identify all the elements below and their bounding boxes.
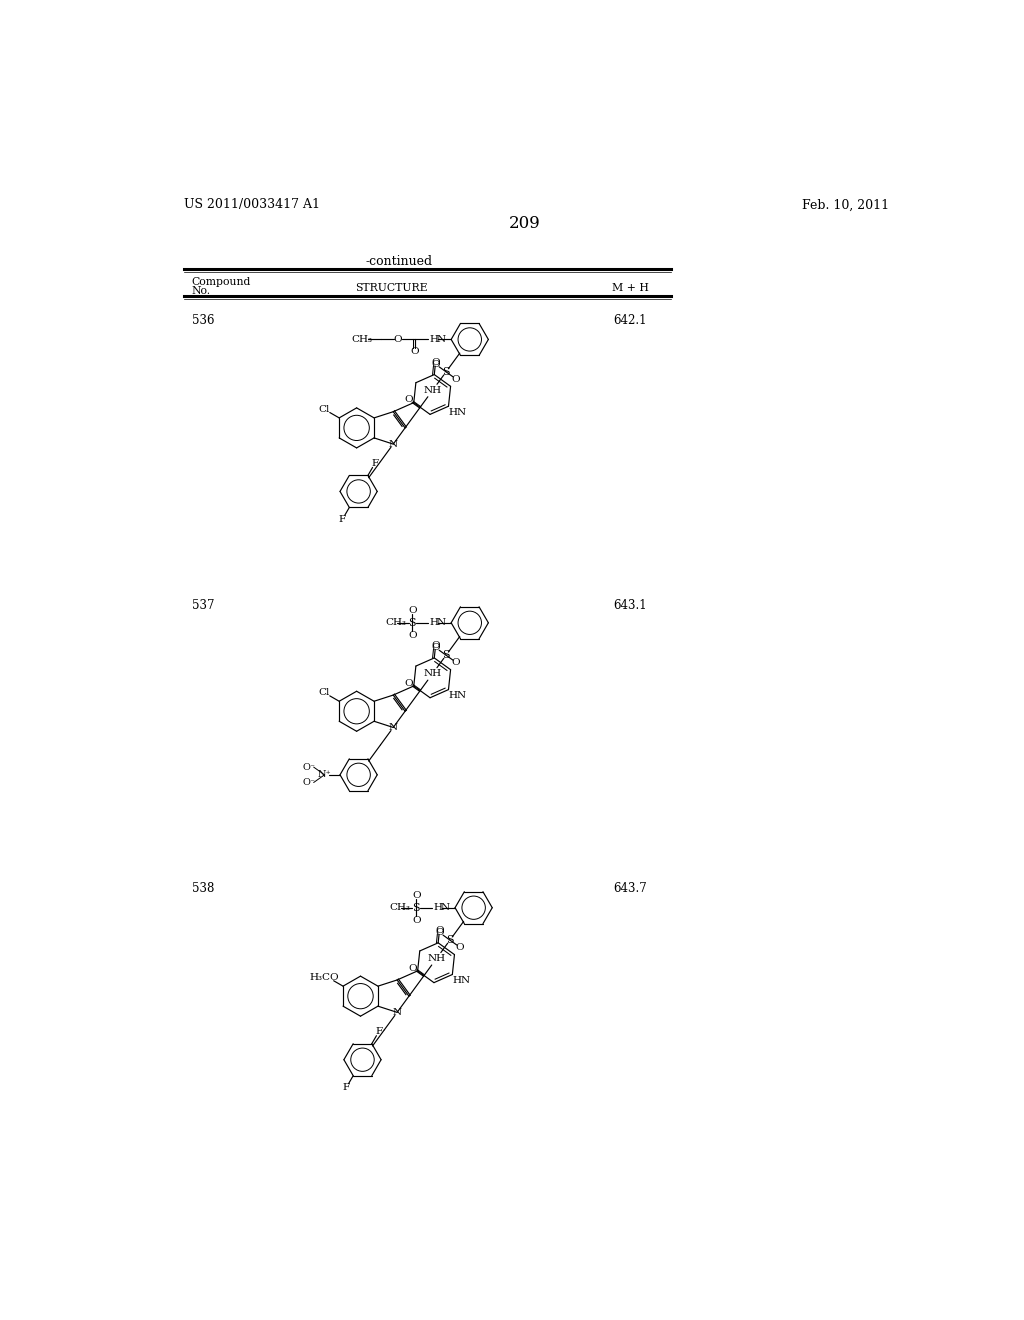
Text: Compound: Compound	[191, 277, 251, 286]
Text: F: F	[372, 459, 379, 467]
Text: 643.1: 643.1	[613, 599, 647, 612]
Text: O: O	[431, 358, 440, 367]
Text: H₃CO: H₃CO	[309, 973, 339, 982]
Text: O: O	[435, 927, 443, 935]
Text: F: F	[343, 1084, 350, 1092]
Text: STRUCTURE: STRUCTURE	[355, 284, 428, 293]
Text: F: F	[339, 515, 346, 524]
Text: 538: 538	[191, 882, 214, 895]
Text: O⁻: O⁻	[302, 777, 315, 787]
Text: S: S	[442, 367, 450, 376]
Text: S: S	[446, 935, 454, 945]
Text: M + H: M + H	[611, 284, 648, 293]
Text: O: O	[409, 631, 417, 640]
Text: CH₃: CH₃	[351, 335, 373, 345]
Text: O: O	[409, 606, 417, 615]
Text: NH: NH	[423, 385, 441, 395]
Text: O: O	[452, 657, 461, 667]
Text: Cl: Cl	[318, 404, 330, 413]
Text: N: N	[440, 903, 450, 912]
Text: O: O	[393, 335, 402, 345]
Text: US 2011/0033417 A1: US 2011/0033417 A1	[183, 198, 319, 211]
Text: O: O	[456, 942, 464, 952]
Text: H: H	[430, 618, 438, 627]
Text: O: O	[408, 964, 417, 973]
Text: H: H	[433, 903, 442, 912]
Text: HN: HN	[452, 977, 470, 985]
Text: HN: HN	[449, 692, 466, 701]
Text: O: O	[412, 891, 421, 900]
Text: O: O	[452, 375, 461, 384]
Text: S: S	[409, 618, 416, 628]
Text: N: N	[392, 1008, 401, 1016]
Text: CH₃: CH₃	[389, 903, 411, 912]
Text: HN: HN	[449, 408, 466, 417]
Text: 536: 536	[191, 314, 214, 327]
Text: O: O	[431, 642, 440, 651]
Text: 537: 537	[191, 599, 214, 612]
Text: N: N	[436, 618, 445, 627]
Text: N: N	[389, 723, 397, 733]
Text: Feb. 10, 2011: Feb. 10, 2011	[802, 198, 890, 211]
Text: -continued: -continued	[366, 256, 433, 268]
Text: NH: NH	[427, 954, 445, 964]
Text: O: O	[432, 360, 440, 370]
Text: O: O	[412, 916, 421, 924]
Text: N: N	[389, 440, 397, 449]
Text: S: S	[413, 903, 420, 912]
Text: No.: No.	[191, 286, 211, 296]
Text: O: O	[411, 347, 419, 356]
Text: H: H	[430, 335, 438, 345]
Text: 642.1: 642.1	[613, 314, 647, 327]
Text: N: N	[436, 335, 445, 345]
Text: O: O	[432, 643, 440, 652]
Text: 209: 209	[509, 215, 541, 231]
Text: O: O	[404, 395, 413, 404]
Text: N⁺: N⁺	[317, 771, 332, 779]
Text: CH₃: CH₃	[386, 618, 407, 627]
Text: O: O	[435, 928, 444, 937]
Text: Cl: Cl	[318, 688, 330, 697]
Text: O⁻: O⁻	[302, 763, 315, 772]
Text: O: O	[404, 678, 413, 688]
Text: S: S	[442, 651, 450, 660]
Text: NH: NH	[423, 669, 441, 678]
Text: 643.7: 643.7	[613, 882, 647, 895]
Text: F: F	[375, 1027, 382, 1036]
